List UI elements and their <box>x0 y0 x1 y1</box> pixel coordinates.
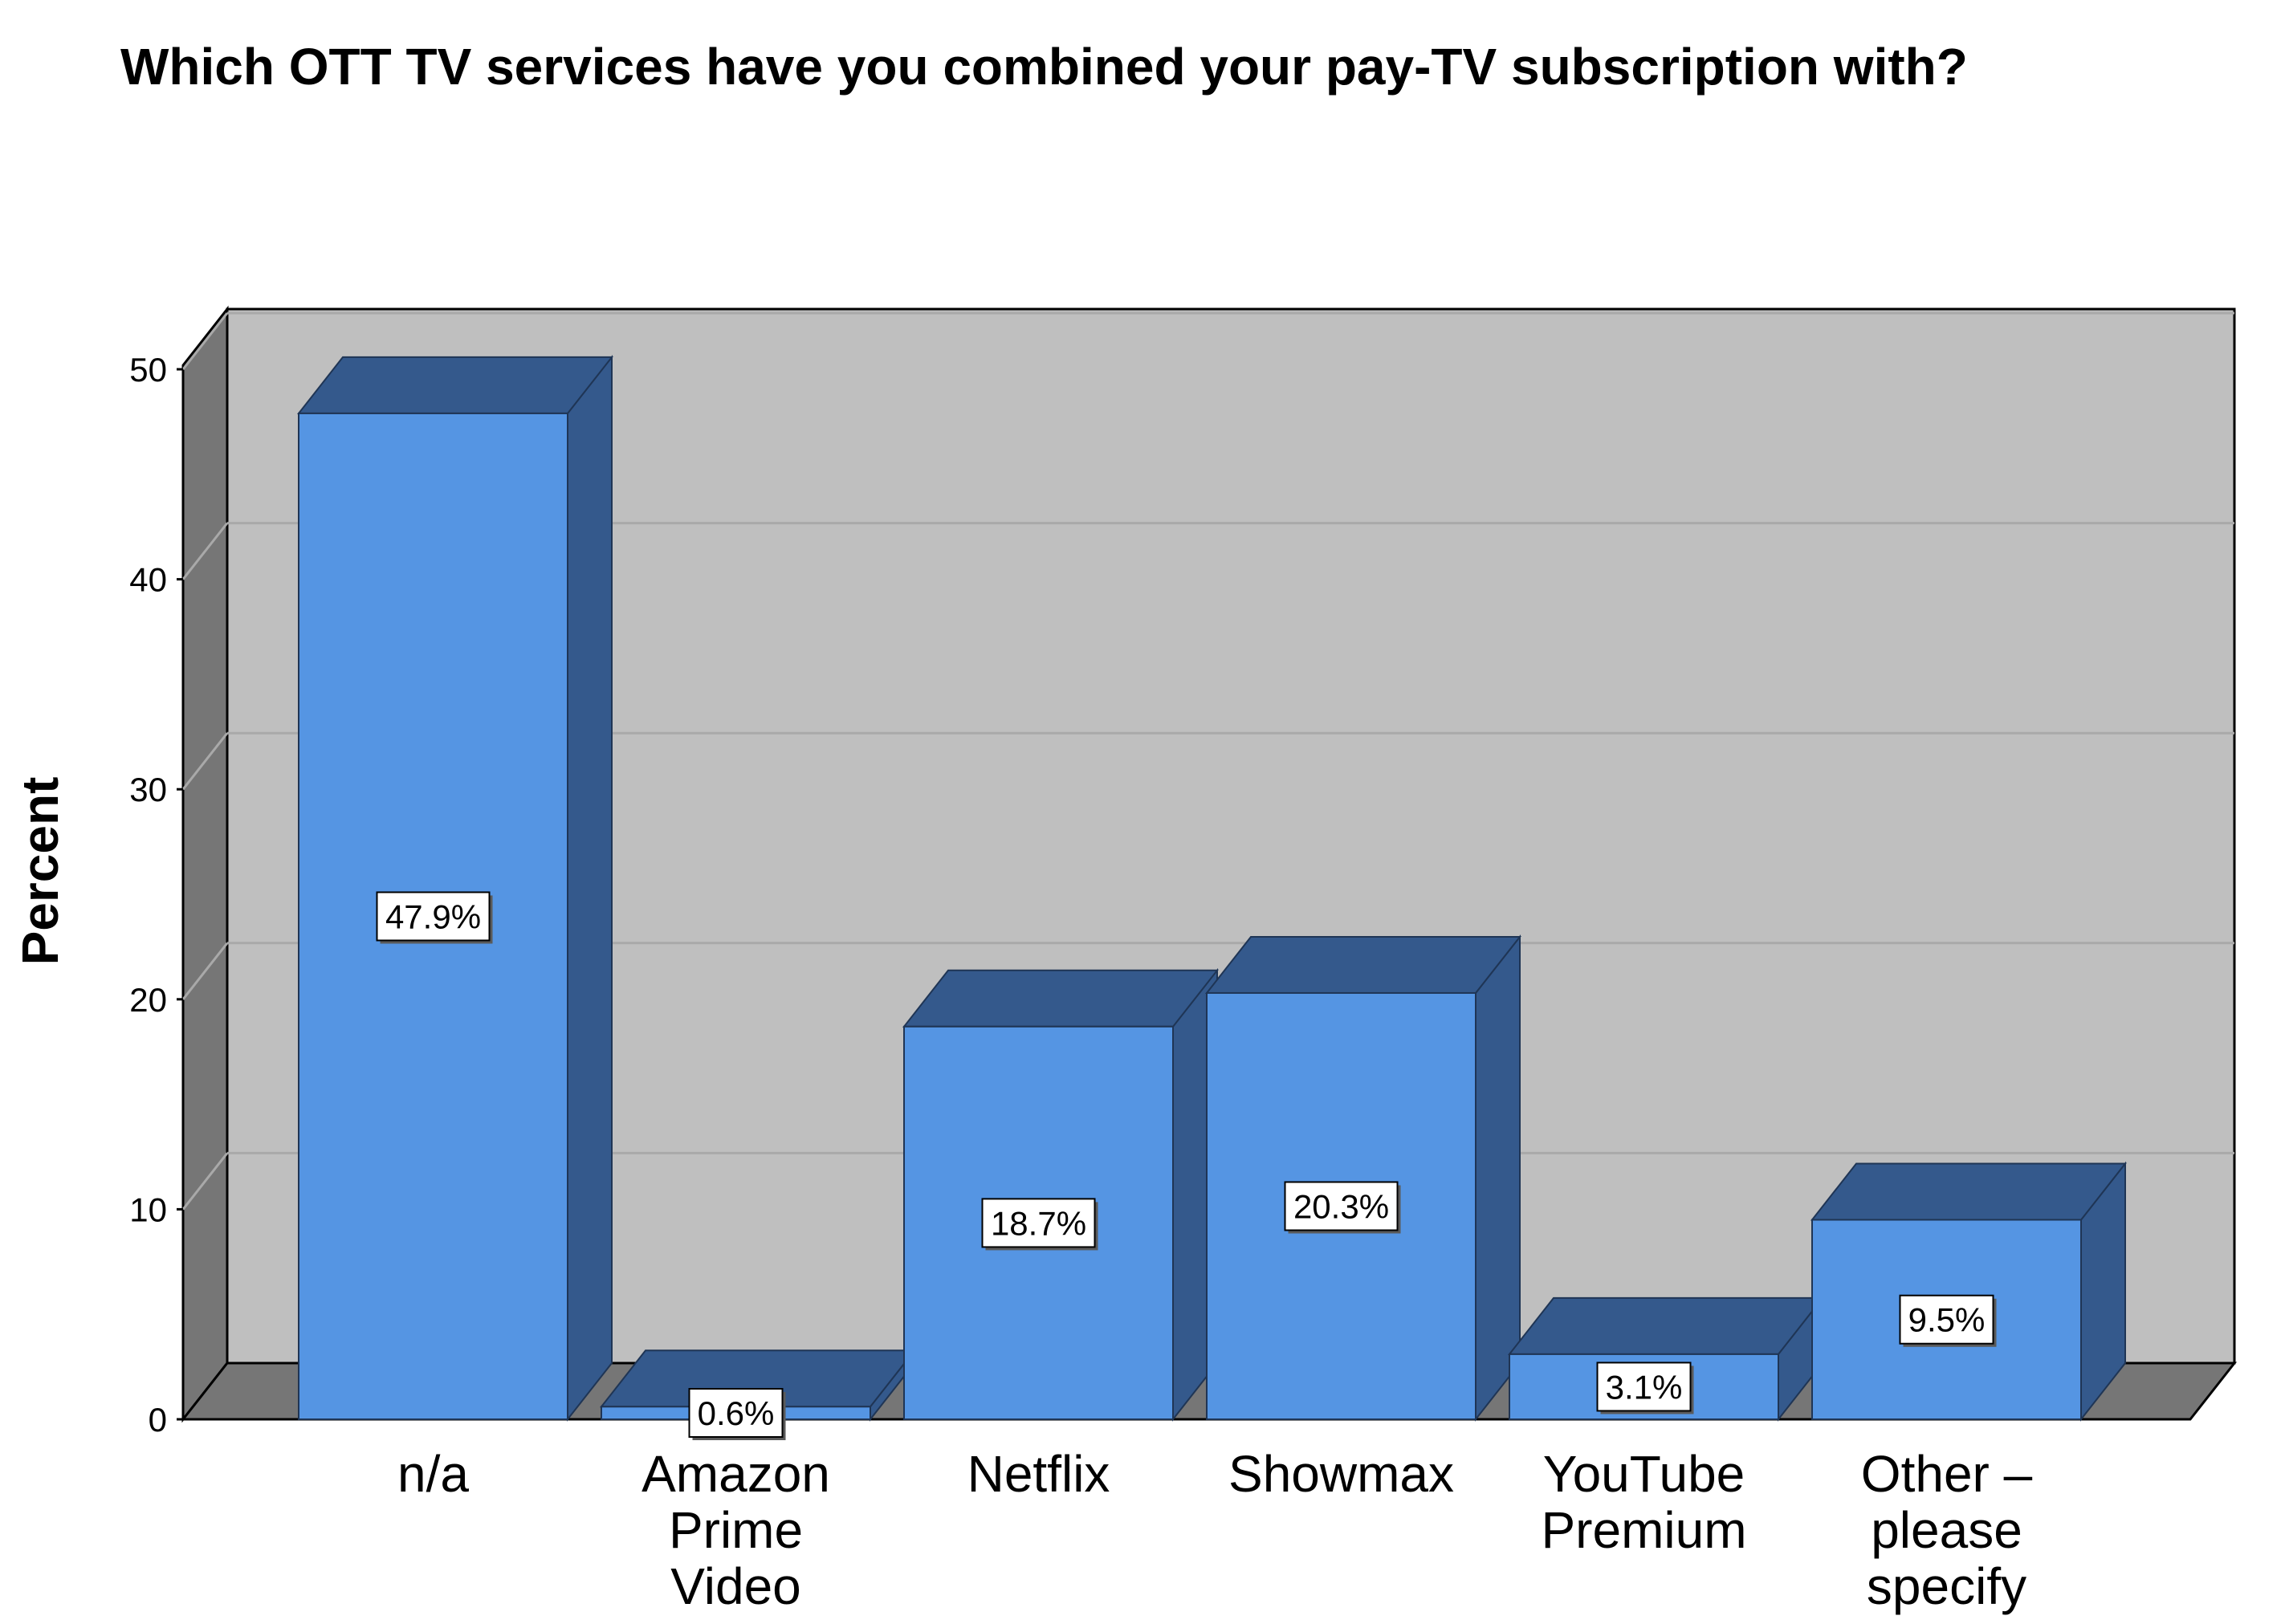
data-label: 20.3% <box>1293 1187 1389 1225</box>
data-label: 3.1% <box>1606 1368 1683 1406</box>
x-tick-label-line: Other – <box>1861 1445 2033 1503</box>
x-axis-ticks: n/a Amazon Prime Video Netflix Showmax YouTube… <box>397 1445 2033 1615</box>
y-tick-label: 40 <box>129 561 167 599</box>
y-axis-label: Percent <box>11 777 69 966</box>
chart-title: Which OTT TV services have you combined … <box>120 38 1968 96</box>
bar-side <box>1475 934 1521 1422</box>
data-label-box <box>688 1388 784 1438</box>
gridline-wall <box>181 732 229 791</box>
data-label: 47.9% <box>385 897 481 935</box>
bar-4: 3.1% <box>1507 1296 1825 1422</box>
data-label-box <box>981 1198 1096 1248</box>
x-tick-label: Amazon Prime Video <box>642 1445 830 1615</box>
x-tick-label: n/a <box>397 1445 469 1503</box>
x-tick-label-line: YouTube <box>1543 1445 1745 1503</box>
x-tick-label: Other – please specify <box>1861 1445 2033 1615</box>
y-tick-label: 30 <box>129 771 167 808</box>
x-tick-label-line: Premium <box>1541 1501 1746 1559</box>
x-tick-label-line: Amazon <box>642 1445 830 1503</box>
x-tick-label-line: Video <box>670 1557 801 1615</box>
bar-top <box>1810 1162 2128 1221</box>
bar-2: 18.7% <box>902 967 1220 1422</box>
bar-0: 47.9% <box>296 355 614 1422</box>
x-tick-label-line: Prime <box>669 1501 803 1559</box>
data-label-box <box>1596 1361 1692 1412</box>
data-label-box <box>1899 1294 1994 1345</box>
bar-top <box>902 969 1220 1028</box>
data-label-box <box>376 891 491 942</box>
x-tick-label-line: Netflix <box>967 1445 1110 1503</box>
bar-top <box>1204 935 1522 994</box>
gridline-wall <box>181 312 229 370</box>
bar-side <box>567 355 613 1422</box>
bar-1: 0.6% <box>599 1348 917 1440</box>
y-tick-label: 20 <box>129 981 167 1019</box>
plot-left-wall <box>181 305 229 1423</box>
data-label: 0.6% <box>698 1394 775 1432</box>
bar-5: 9.5% <box>1810 1161 2128 1422</box>
x-tick-label-line: specify <box>1867 1557 2026 1615</box>
y-tick-label: 0 <box>149 1401 167 1439</box>
x-tick-label-line: n/a <box>397 1445 469 1503</box>
data-label: 9.5% <box>1908 1301 1986 1339</box>
bar-top <box>296 356 614 414</box>
gridline-wall <box>181 522 229 580</box>
y-axis-ticks: 0 10 20 30 40 50 <box>129 351 183 1439</box>
y-tick-label: 50 <box>129 351 167 389</box>
x-tick-label: Netflix <box>967 1445 1110 1503</box>
bar-3: 20.3% <box>1204 934 1522 1422</box>
x-tick-label: Showmax <box>1228 1445 1454 1503</box>
x-tick-label-line: please <box>1871 1501 2022 1559</box>
data-label-box <box>1284 1181 1399 1231</box>
gridline-wall <box>181 942 229 1000</box>
x-tick-label-line: Showmax <box>1228 1445 1454 1503</box>
data-label: 18.7% <box>991 1204 1086 1242</box>
y-tick-label: 10 <box>129 1191 167 1228</box>
bar-top <box>1507 1296 1825 1355</box>
gridline-wall <box>181 1152 229 1211</box>
bars: 47.9% 0.6% 18.7% 20.3% 3.1% 9.5% <box>296 355 2128 1440</box>
x-tick-label: YouTube Premium <box>1541 1445 1746 1559</box>
